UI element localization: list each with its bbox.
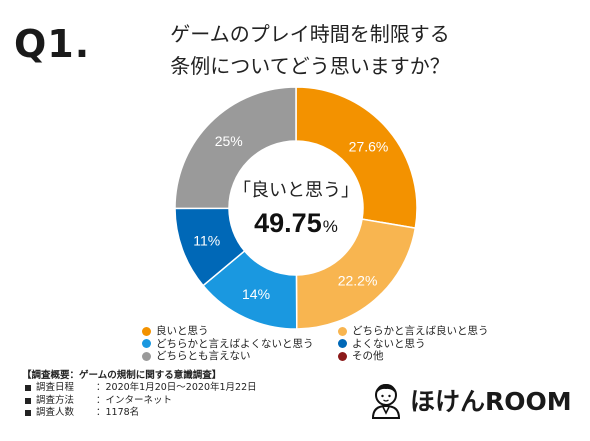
legend-item-bad: よくないと思う [338, 338, 522, 351]
slice-label-0: 27.6% [349, 139, 389, 155]
survey-row: 調査日程 ：2020年1月20日～2020年1月22日 [22, 382, 257, 394]
slice-label-4: 25% [215, 133, 243, 149]
legend-swatch [338, 339, 347, 349]
survey-value: ：1178名 [96, 407, 140, 419]
survey-key: 調査人数 [36, 407, 75, 419]
legend-label: 良いと思う [156, 325, 209, 337]
legend-label: よくないと思う [352, 337, 426, 350]
legend-label: どちらとも言えない [156, 350, 251, 362]
donut-slice-0 [295, 86, 418, 229]
bullet-square-icon [25, 397, 31, 404]
center-value-unit: % [322, 217, 338, 236]
survey-title: 【調査概要：ゲームの規制に関する意識調査】 [22, 370, 222, 381]
center-value: 49.75% [196, 208, 396, 239]
legend-swatch [142, 339, 151, 349]
legend-item-good: 良いと思う [142, 325, 338, 338]
survey-key: 調査日程 [36, 382, 75, 394]
survey-info: 【調査概要：ゲームの規制に関する意識調査】 調査日程 ：2020年1月20日～20… [22, 370, 257, 420]
chart-title-line-2: 条例についてどう思いますか？ [170, 54, 450, 78]
slice-label-3: 11% [193, 233, 220, 249]
legend-item-neutral: どちらとも言えない [142, 350, 338, 363]
center-value-number: 49.75 [254, 208, 322, 238]
legend-swatch [338, 351, 347, 361]
legend-swatch [338, 326, 347, 336]
survey-value: ：2020年1月20日～2020年1月22日 [96, 382, 257, 394]
legend-label: どちらかと言えばよくないと思う [156, 337, 314, 350]
bullet-square-icon [25, 410, 31, 417]
question-label: Q1. [14, 22, 91, 66]
brand-name: ほけんROOM [410, 387, 572, 416]
legend-item-somewhat-bad: どちらかと言えばよくないと思う [142, 338, 338, 351]
legend-label: どちらかと言えば良いと思う [352, 325, 489, 337]
legend-item-somewhat-good: どちらかと言えば良いと思う [338, 325, 522, 338]
slice-label-2: 14% [242, 286, 270, 302]
legend-swatch [142, 351, 151, 361]
survey-row: 調査人数 ：1178名 [22, 407, 257, 419]
survey-row: 調査方法 ：インターネット [22, 395, 257, 407]
donut-slice-1 [295, 218, 417, 330]
chart-title-line-1: ゲームのプレイ時間を制限する [170, 22, 450, 46]
survey-key: 調査方法 [36, 394, 75, 406]
bullet-square-icon [25, 385, 31, 392]
legend-swatch [142, 326, 151, 336]
legend-item-other: その他 [338, 350, 522, 363]
donut-slice-4 [174, 86, 297, 210]
center-label: 「良いと思う」 [233, 180, 359, 201]
survey-value: ：インターネット [96, 394, 173, 406]
slice-label-1: 22.2% [338, 272, 378, 288]
legend-label: その他 [352, 350, 384, 362]
mascot-face-icon [371, 384, 401, 419]
chart-title: ゲームのプレイ時間を制限する 条例についてどう思いますか？ [110, 18, 510, 82]
legend: 良いと思う どちらかと言えば良いと思う どちらかと言えばよくないと思う よくない… [142, 325, 522, 363]
brand-logo: ほけんROOM [368, 380, 572, 420]
